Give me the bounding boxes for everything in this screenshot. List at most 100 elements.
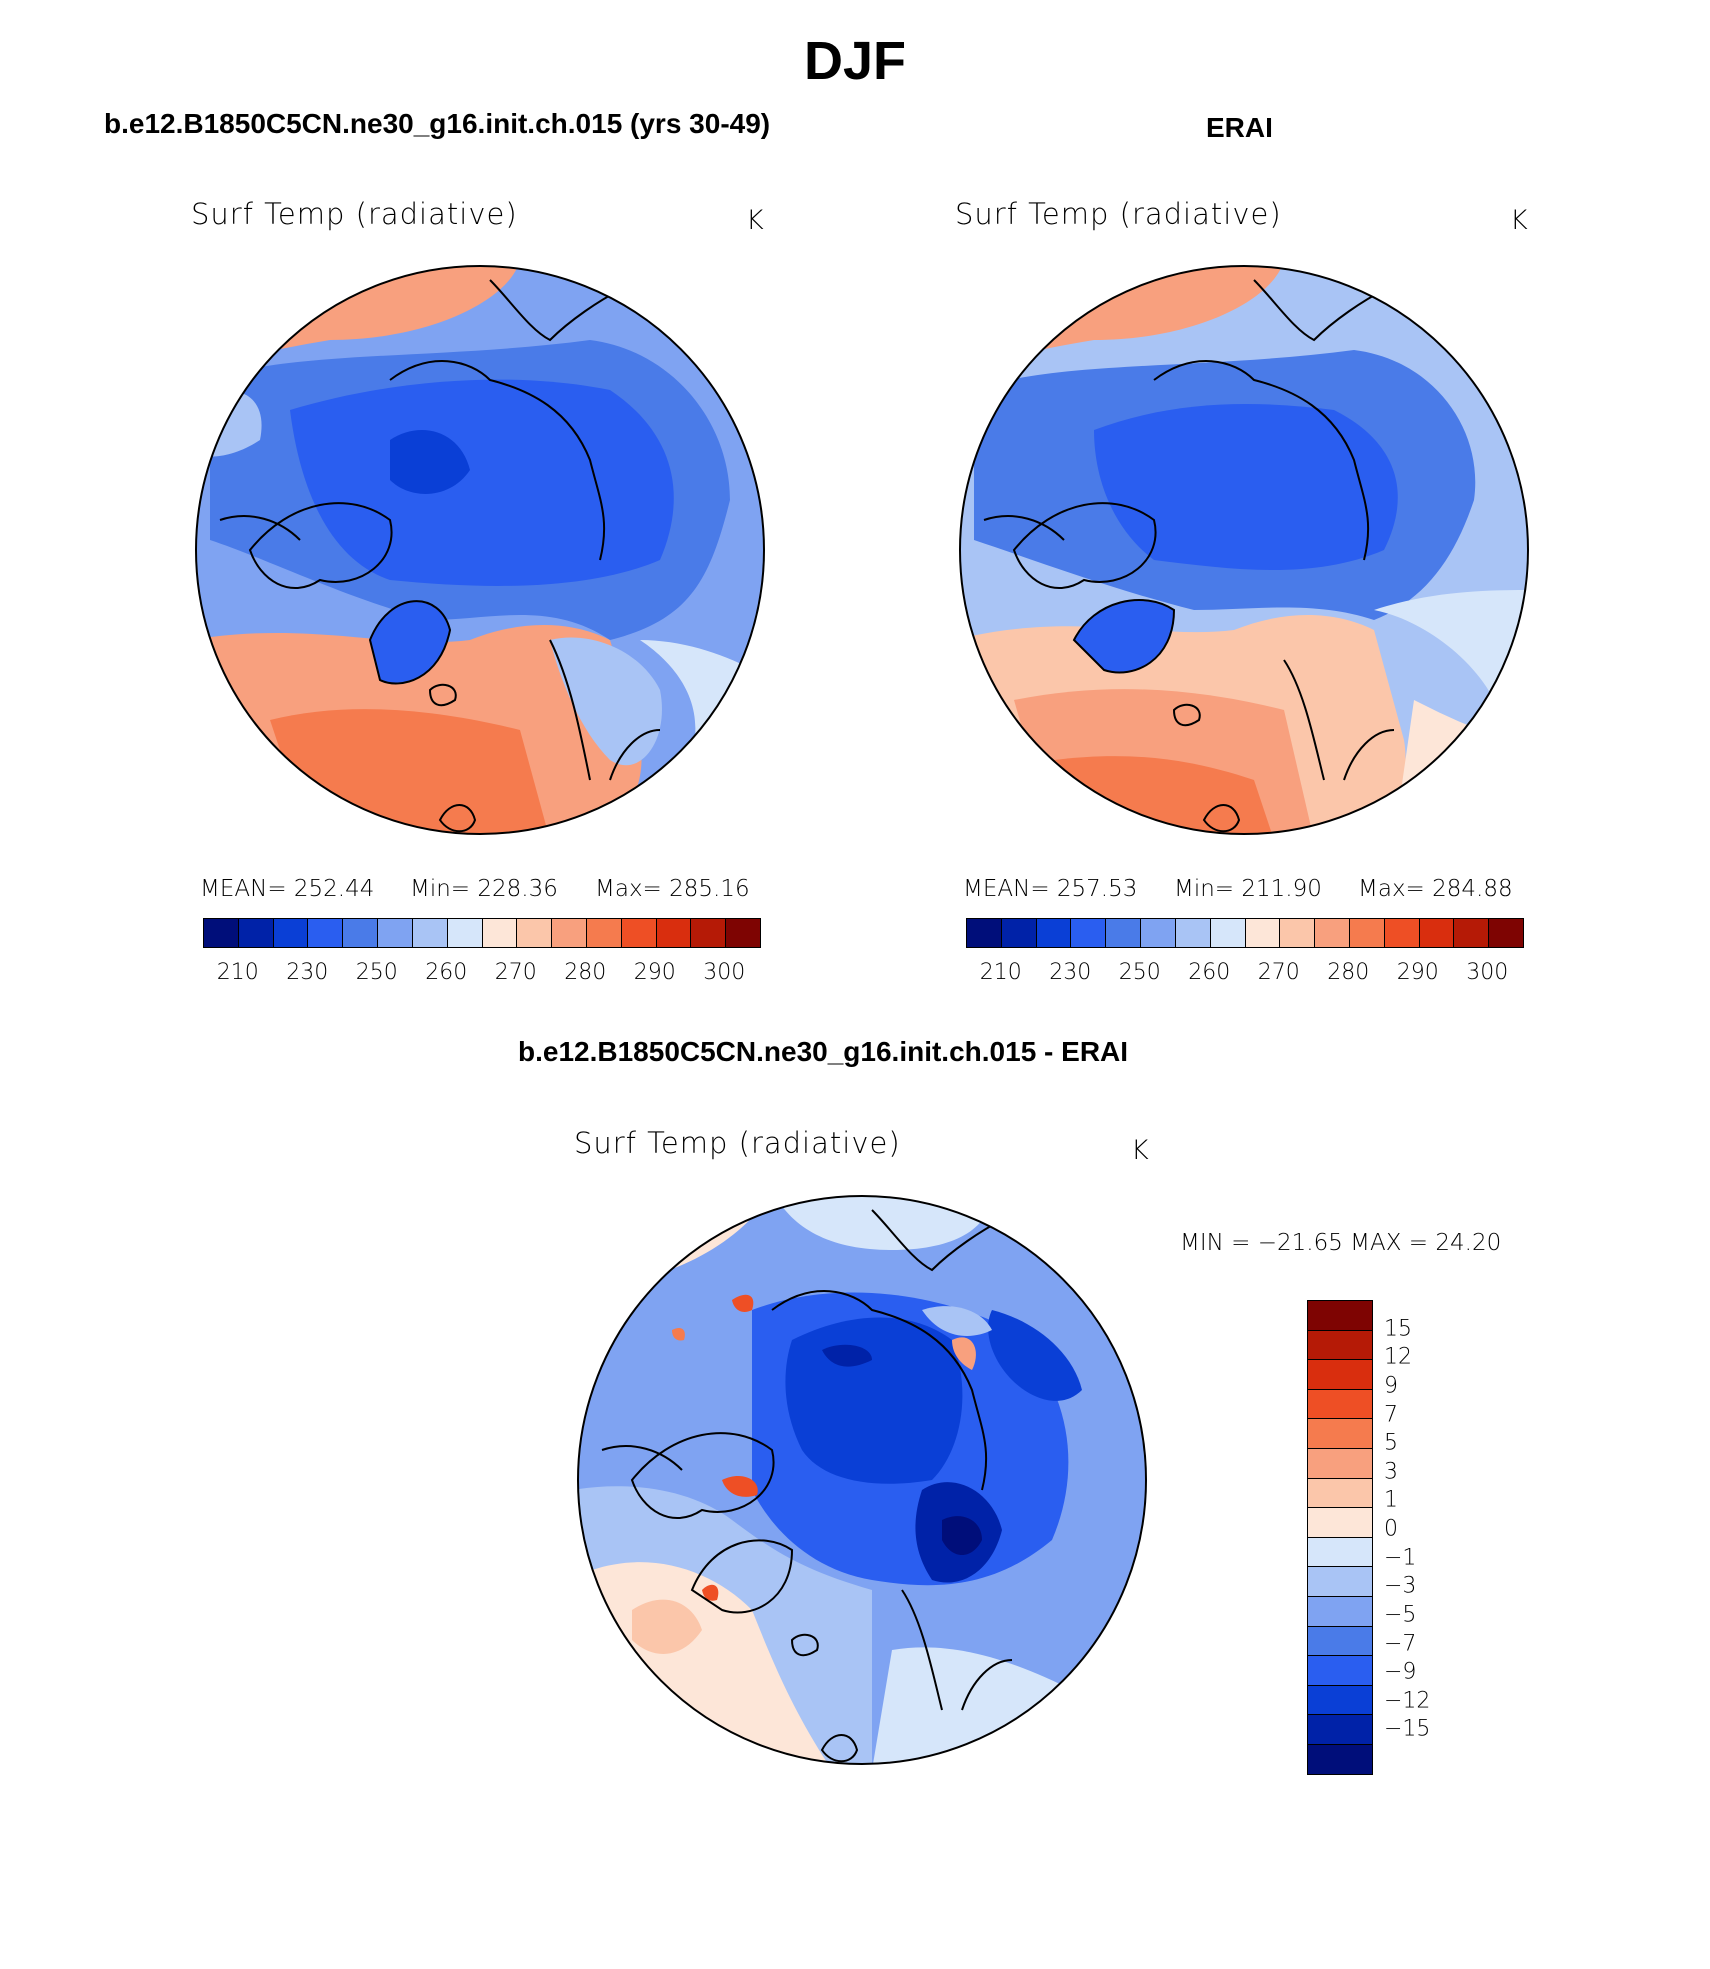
colorbar-swatch	[1308, 1596, 1372, 1627]
diff-polar-map	[577, 1195, 1147, 1765]
colorbar-swatch	[1175, 919, 1211, 947]
colorbar-tick-label: −5	[1384, 1602, 1417, 1628]
obs-case-title: ERAI	[1206, 112, 1273, 143]
colorbar-tick-label: 250	[355, 960, 398, 985]
colorbar-tick-label: 280	[564, 960, 607, 985]
colorbar-swatch	[1308, 1537, 1372, 1568]
diff-case-title: b.e12.B1850C5CN.ne30_g16.init.ch.015 - E…	[518, 1036, 1129, 1067]
colorbar-swatch	[1280, 919, 1316, 947]
colorbar-swatch	[238, 919, 274, 947]
colorbar-tick-label: −1	[1384, 1545, 1417, 1571]
colorbar-swatch	[1308, 1301, 1372, 1331]
colorbar-swatch	[1308, 1448, 1372, 1479]
colorbar-swatch	[308, 919, 344, 947]
obs-colorbar	[966, 918, 1524, 948]
diff-units-label: K	[1131, 1135, 1149, 1166]
colorbar-tick-label: 270	[494, 960, 537, 985]
colorbar-tick-label: 9	[1384, 1373, 1398, 1399]
colorbar-tick-label: 260	[1188, 960, 1231, 985]
colorbar-swatch	[1245, 919, 1281, 947]
colorbar-tick-label: 12	[1384, 1344, 1412, 1370]
colorbar-swatch	[1454, 919, 1490, 947]
colorbar-swatch	[343, 919, 379, 947]
colorbar-swatch	[621, 919, 657, 947]
colorbar-tick-label: 1	[1384, 1487, 1398, 1513]
colorbar-swatch	[378, 919, 413, 947]
colorbar-swatch	[1315, 919, 1350, 947]
colorbar-tick-label: 5	[1384, 1430, 1398, 1456]
diff-variable-title: Surf Temp (radiative)	[574, 1126, 901, 1160]
colorbar-swatch	[1384, 919, 1420, 947]
colorbar-swatch	[552, 919, 587, 947]
colorbar-tick-label: 15	[1384, 1316, 1412, 1342]
model-variable-title: Surf Temp (radiative)	[191, 197, 518, 231]
colorbar-swatch	[1141, 919, 1176, 947]
obs-mean-label: MEAN= 257.53	[963, 876, 1138, 902]
colorbar-swatch	[586, 919, 622, 947]
colorbar-swatch	[1308, 1389, 1372, 1420]
diff-minmax-label: MIN = −21.65 MAX = 24.20	[1180, 1230, 1502, 1256]
model-colorbar	[203, 918, 761, 948]
colorbar-swatch	[691, 919, 727, 947]
model-case-title: b.e12.B1850C5CN.ne30_g16.init.ch.015 (yr…	[104, 108, 771, 139]
colorbar-swatch	[1308, 1360, 1372, 1390]
colorbar-swatch	[1308, 1685, 1372, 1716]
colorbar-swatch	[1308, 1419, 1372, 1449]
colorbar-swatch	[1001, 919, 1037, 947]
colorbar-swatch	[726, 919, 760, 947]
colorbar-tick-label: −9	[1384, 1659, 1417, 1685]
colorbar-tick-label: 7	[1384, 1402, 1398, 1427]
colorbar-swatch	[412, 919, 448, 947]
colorbar-swatch	[1106, 919, 1142, 947]
colorbar-swatch	[1210, 919, 1246, 947]
model-mean-label: MEAN= 252.44	[200, 876, 375, 902]
colorbar-tick-label: −3	[1384, 1573, 1417, 1599]
colorbar-swatch	[656, 919, 692, 947]
colorbar-swatch	[1308, 1330, 1372, 1361]
colorbar-swatch	[1308, 1626, 1372, 1657]
colorbar-swatch	[1071, 919, 1107, 947]
colorbar-swatch	[517, 919, 553, 947]
colorbar-tick-label: 210	[216, 960, 259, 985]
colorbar-swatch	[1308, 1715, 1372, 1745]
model-units-label: K	[746, 205, 764, 236]
obs-units-label: K	[1510, 205, 1528, 236]
colorbar-swatch	[1308, 1478, 1372, 1509]
colorbar-tick-label: 0	[1384, 1516, 1398, 1542]
colorbar-tick-label: 280	[1327, 960, 1370, 985]
colorbar-tick-label: 290	[633, 960, 676, 985]
colorbar-swatch	[482, 919, 518, 947]
model-min-label: Min= 228.36	[410, 876, 558, 902]
colorbar-swatch	[1419, 919, 1455, 947]
colorbar-swatch	[1036, 919, 1072, 947]
obs-min-label: Min= 211.90	[1174, 876, 1322, 902]
obs-polar-map	[959, 265, 1529, 835]
colorbar-tick-label: 270	[1257, 960, 1300, 985]
colorbar-tick-label: 230	[286, 960, 329, 985]
colorbar-swatch	[204, 919, 239, 947]
colorbar-swatch	[1308, 1567, 1372, 1597]
colorbar-tick-label: 210	[979, 960, 1022, 985]
colorbar-swatch	[1308, 1656, 1372, 1686]
colorbar-swatch	[1308, 1508, 1372, 1538]
colorbar-swatch	[1349, 919, 1385, 947]
colorbar-swatch	[447, 919, 483, 947]
colorbar-tick-label: 300	[703, 960, 746, 985]
obs-max-label: Max= 284.88	[1358, 876, 1513, 902]
colorbar-tick-label: 230	[1049, 960, 1092, 985]
model-polar-map	[195, 265, 765, 835]
colorbar-swatch	[1489, 919, 1523, 947]
colorbar-tick-label: 260	[425, 960, 468, 985]
colorbar-tick-label: −12	[1384, 1688, 1431, 1714]
colorbar-tick-label: 290	[1396, 960, 1439, 985]
colorbar-tick-label: −15	[1384, 1716, 1431, 1742]
colorbar-tick-label: 3	[1384, 1459, 1398, 1485]
model-max-label: Max= 285.16	[595, 876, 750, 902]
season-title: DJF	[803, 31, 906, 91]
diff-colorbar	[1307, 1300, 1373, 1775]
colorbar-swatch	[273, 919, 309, 947]
colorbar-tick-label: 250	[1118, 960, 1161, 985]
colorbar-tick-label: 300	[1466, 960, 1509, 985]
colorbar-tick-label: −7	[1384, 1631, 1417, 1656]
colorbar-swatch	[967, 919, 1002, 947]
